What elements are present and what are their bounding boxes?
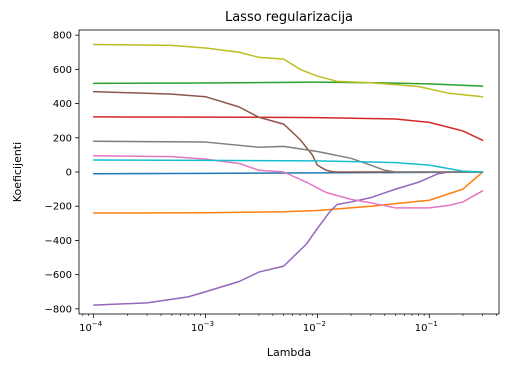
series-layer [92,43,484,306]
series-line-6 [92,90,484,173]
series-line-10 [92,159,484,173]
series-line-9 [92,43,484,98]
x-axis-label: Lambda [267,346,311,359]
y-tick-label: 800 [53,31,72,42]
y-tick-label: 200 [53,133,72,144]
y-tick-label: 0 [66,168,72,179]
x-tick-label: 10−4 [79,320,103,334]
y-tick-label: 400 [53,99,72,110]
series-line-4 [92,116,484,142]
series-line-5 [92,171,484,306]
y-tick-label: −600 [45,270,72,281]
x-tick-label: 10−2 [303,320,326,334]
y-tick-label: −400 [45,236,72,247]
y-axis: 800 600 400 200 0 −200 −400 −600 −800 [45,31,79,315]
series-line-8 [92,140,484,173]
y-tick-label: −200 [45,202,72,213]
y-tick-label: −800 [45,304,72,315]
x-tick-label: 10−3 [191,320,214,334]
y-axis-label: Koeficijenti [11,142,24,202]
x-axis: 10−4 10−3 10−2 10−1 [79,314,497,334]
chart-title: Lasso regularizacija [225,10,353,25]
x-tick-label: 10−1 [415,320,438,334]
series-line-2 [92,171,484,214]
y-tick-label: 600 [53,65,72,76]
series-line-3 [92,81,484,87]
